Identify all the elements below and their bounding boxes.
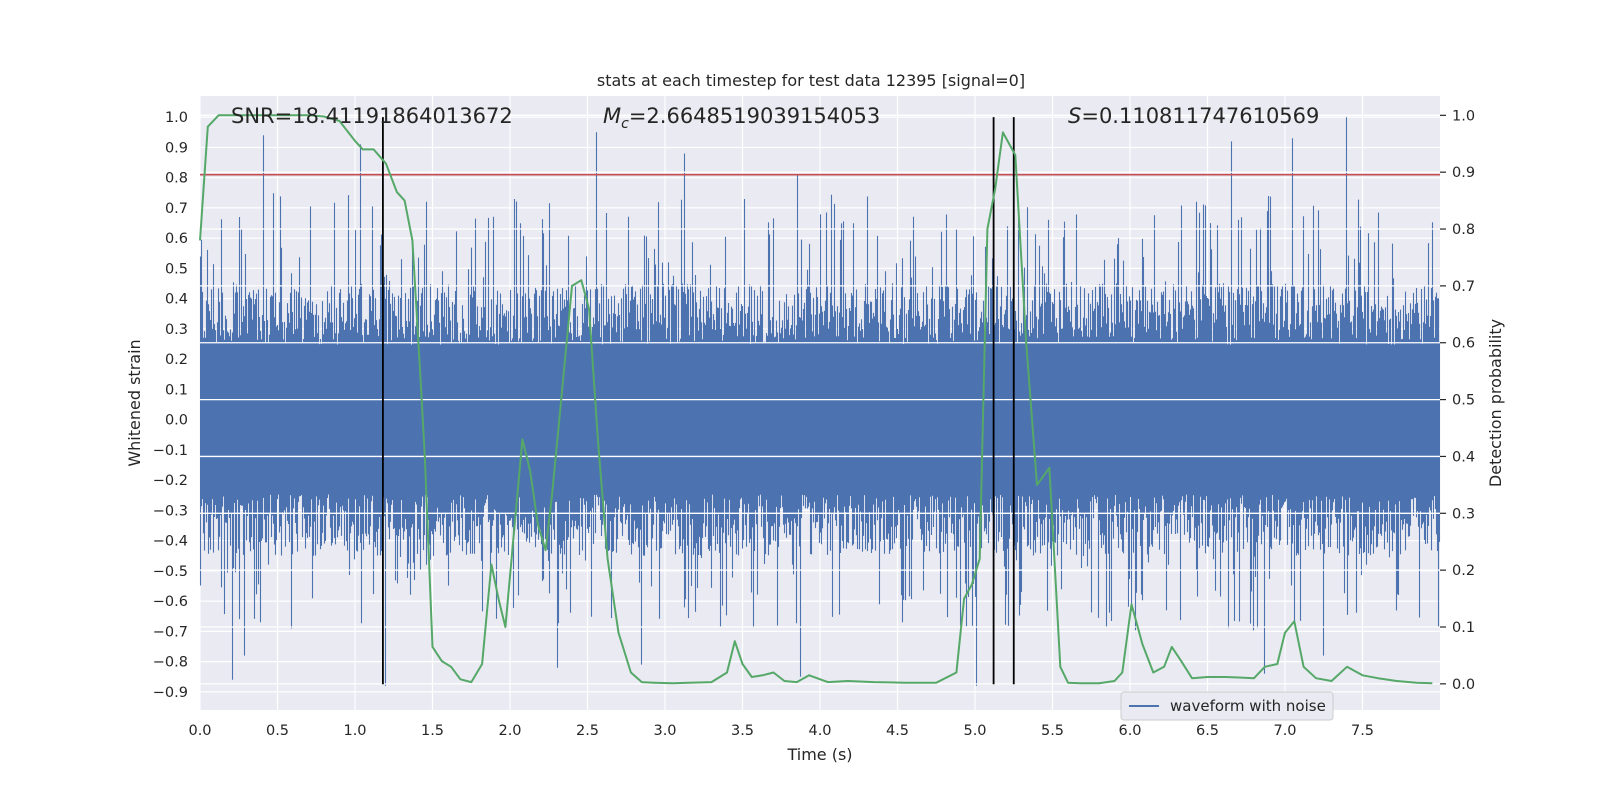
x-tick-label: 5.0 [963,723,986,739]
x-tick-label: 4.5 [886,723,909,739]
y-tick-label: 0.0 [165,413,188,429]
y-tick-label: −0.6 [153,594,188,610]
y-tick-label: 0.3 [165,322,188,338]
y2-tick-label: 0.2 [1452,563,1475,579]
y2-tick-label: 1.0 [1452,108,1475,124]
y2-tick-label: 0.6 [1452,336,1475,352]
y-tick-label: 0.1 [165,382,188,398]
y-tick-label: 0.9 [165,140,188,156]
right-axis-grid-lines [200,114,1440,685]
y-tick-label: 0.2 [165,352,188,368]
y-tick-label: −0.7 [153,624,188,640]
snr-annotation: SNR=18.41191864013672 [231,104,513,128]
x-tick-label: 6.0 [1118,723,1141,739]
y-tick-label: 1.0 [165,110,188,126]
x-tick-label: 2.5 [576,723,599,739]
detection-probability-series [199,114,1433,685]
y-tick-label: −0.1 [153,443,188,459]
y-tick-label: −0.4 [153,534,188,550]
y-tick-label: −0.8 [153,655,188,671]
y-tick-label: 0.8 [165,171,188,187]
y2-tick-label: 0.3 [1452,506,1475,522]
s-symbol: S [1068,104,1081,128]
y-tick-label: −0.9 [153,685,188,701]
detection-probability-line [199,114,1433,685]
x-tick-label: 0.0 [188,723,211,739]
x-tick-label: 1.0 [343,723,366,739]
chirp-mass-annotation: Mc=2.6648519039154053 [603,104,880,132]
x-tick-label: 5.5 [1041,723,1064,739]
y2-tick-label: 0.8 [1452,222,1475,238]
y2-tick-label: 0.9 [1452,165,1475,181]
chart-title: stats at each timestep for test data 123… [597,71,1025,90]
legend: waveform with noise [1120,691,1334,721]
s-value: =0.110811747610569 [1081,104,1319,128]
chirp-mass-subscript: c [621,116,629,132]
x-axis-ticks: 0.0 0.5 1.0 1.5 2.0 2.5 3.0 3.5 4.0 4.5 5.0 5.5 6.0 6… [188,723,1374,739]
y2-tick-label: 0.1 [1452,620,1475,636]
y2-tick-label: 0.5 [1452,393,1475,409]
y-tick-label: 0.6 [165,231,188,247]
y-axis-ticks: −0.9 −0.8 −0.7 −0.6 −0.5 −0.4 −0.3 −0.2 −0.1 0.0 0… [153,110,188,701]
x-tick-label: 7.0 [1273,723,1296,739]
x-tick-label: 1.5 [421,723,444,739]
x-axis-label: Time (s) [786,745,852,764]
y-axis-label: Whitened strain [125,339,144,466]
s-annotation: S=0.110811747610569 [1068,104,1319,128]
y-tick-label: 0.5 [165,261,188,277]
y-tick-label: 0.7 [165,201,188,217]
y-tick-label: −0.2 [153,473,188,489]
x-tick-label: 3.5 [731,723,754,739]
x-tick-label: 3.0 [653,723,676,739]
y2-tick-label: 0.7 [1452,279,1475,295]
x-tick-label: 0.5 [266,723,289,739]
y-tick-label: −0.5 [153,564,188,580]
x-tick-label: 7.5 [1351,723,1374,739]
y-tick-label: 0.4 [165,292,188,308]
chirp-mass-value: =2.6648519039154053 [629,104,880,128]
legend-box [1120,691,1334,721]
y2-tick-label: 0.0 [1452,677,1475,693]
x-tick-label: 4.0 [808,723,831,739]
y2-tick-label: 0.4 [1452,449,1475,465]
x-tick-label: 6.5 [1196,723,1219,739]
vertical-markers [381,117,1015,685]
legend-label: waveform with noise [1170,697,1326,715]
chirp-mass-symbol: M [603,104,621,128]
y2-axis-label: Detection probability [1486,319,1505,487]
y2-axis-ticks: 0.0 0.1 0.2 0.3 0.4 0.5 0.6 0.7 0.8 0.9 1.0 [1440,108,1475,693]
x-tick-label: 2.0 [498,723,521,739]
y-tick-label: −0.3 [153,503,188,519]
